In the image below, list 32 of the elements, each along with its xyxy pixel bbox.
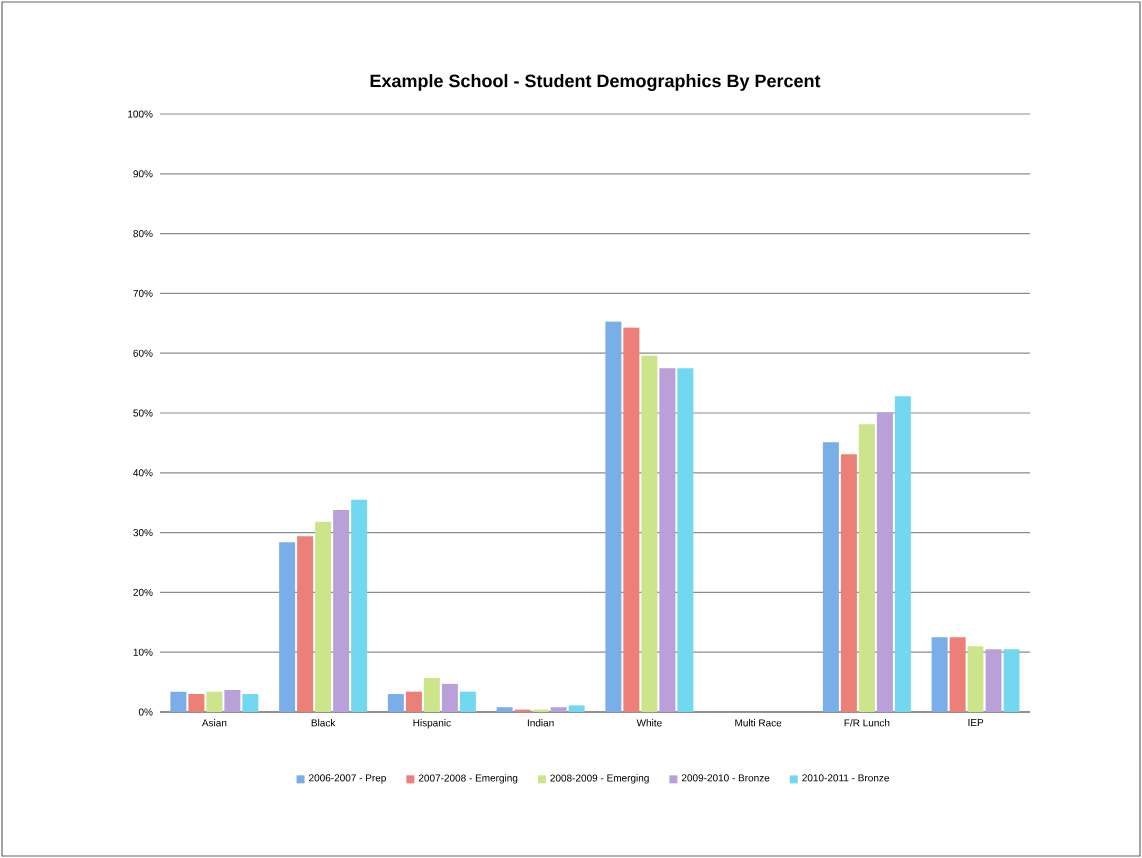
bar [568,705,585,712]
bar [351,499,368,712]
bar [1003,649,1020,712]
bar [206,691,223,712]
bar [605,321,622,712]
bar [297,536,314,712]
chart-title: Example School - Student Demographics By Percent [370,74,821,91]
bar [949,637,966,712]
bar [894,396,911,712]
bar [188,694,205,712]
bar [405,691,422,712]
bar [822,442,839,712]
bar [170,691,187,712]
bar [224,689,241,712]
bar [623,327,640,712]
bar [967,646,984,712]
bar [333,509,350,712]
bar [876,412,893,712]
bar [423,677,440,712]
bar [858,424,875,712]
bar [677,368,694,712]
bar [315,521,332,712]
bar [931,637,948,712]
bar [441,683,458,712]
bar [242,694,259,712]
bar [641,355,658,712]
bar [279,542,296,712]
bar [985,649,1002,712]
bar [459,691,476,712]
bar [387,694,404,712]
bar [659,368,676,712]
bar [840,454,857,712]
